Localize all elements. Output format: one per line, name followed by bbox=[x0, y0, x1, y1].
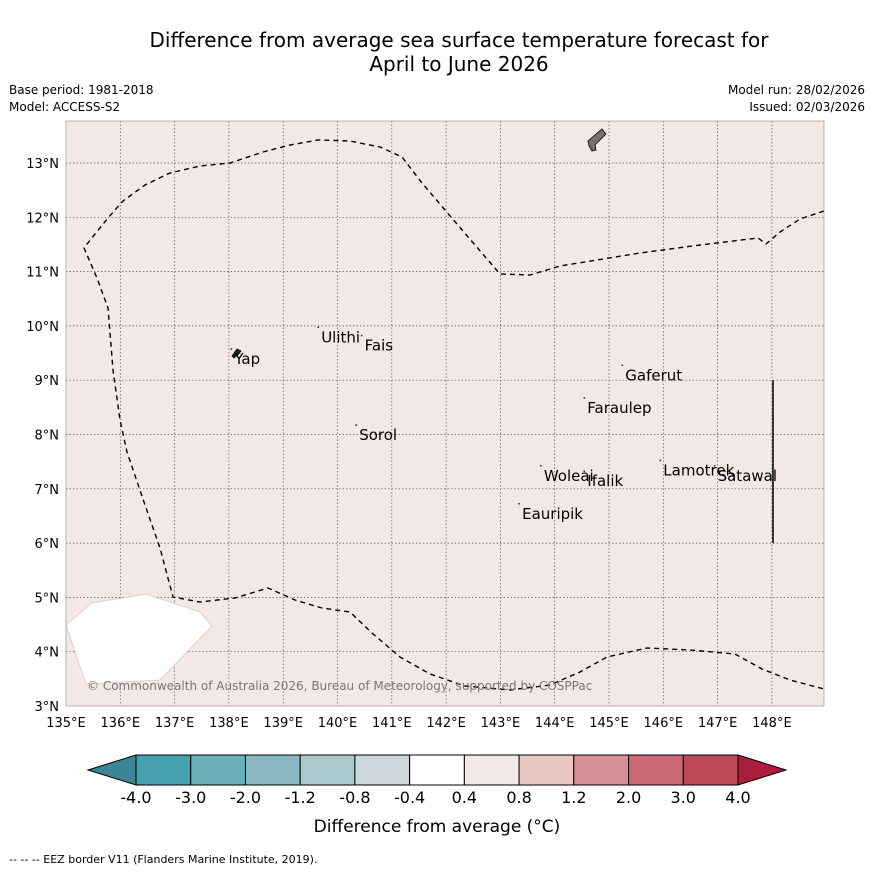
colorbar-segment bbox=[573, 754, 630, 786]
lon-tick-label: 147°E bbox=[698, 716, 738, 731]
lat-tick-label: 10°N bbox=[26, 320, 59, 335]
eez-footnote: -- -- -- EEZ border V11 (Flanders Marine… bbox=[9, 853, 318, 866]
model-info-left: Base period: 1981-2018 Model: ACCESS-S2 bbox=[9, 82, 154, 116]
colorbar-title: Difference from average (°C) bbox=[314, 817, 561, 837]
place-label: Woleai bbox=[544, 467, 594, 485]
atoll-marker bbox=[583, 470, 586, 473]
lon-tick-label: 140°E bbox=[318, 716, 358, 731]
lat-tick-label: 13°N bbox=[26, 157, 59, 172]
lon-tick-label: 148°E bbox=[752, 716, 792, 731]
colorbar-segment bbox=[190, 754, 246, 786]
map-frame bbox=[65, 120, 825, 707]
place-label: Lamotrek bbox=[663, 461, 734, 479]
lat-tick-label: 6°N bbox=[35, 537, 60, 552]
colorbar-tick-label: 0.8 bbox=[506, 788, 531, 807]
colorbar-tick-label: 2.0 bbox=[616, 788, 641, 807]
title-line-1: Difference from average sea surface temp… bbox=[149, 28, 769, 52]
lon-tick-label: 138°E bbox=[209, 716, 249, 731]
lon-tick-label: 144°E bbox=[535, 716, 575, 731]
lat-tick-label: 12°N bbox=[26, 211, 59, 226]
colorbar-tick-label: -1.2 bbox=[285, 788, 316, 807]
atoll-marker bbox=[355, 424, 358, 426]
place-label: Fais bbox=[365, 336, 394, 354]
base-period-label: Base period: 1981-2018 bbox=[9, 83, 154, 97]
atoll-marker bbox=[583, 397, 586, 399]
copyright-text: © Commonwealth of Australia 2026, Bureau… bbox=[87, 679, 592, 693]
place-label: Gaferut bbox=[625, 366, 682, 384]
lon-tick-label: 143°E bbox=[481, 716, 521, 731]
colorbar-tick-label: 4.0 bbox=[725, 788, 750, 807]
colorbar: -4.0 -3.0 -2.0 -1.2 -0.8 -0.4 0.4 0.8 1.2 2.0 3.0 4… bbox=[86, 754, 788, 837]
place-label: Yap bbox=[233, 350, 260, 368]
colorbar-segment bbox=[244, 754, 301, 786]
lon-tick-label: 145°E bbox=[589, 716, 629, 731]
colorbar-segment bbox=[628, 754, 684, 786]
map-title: Difference from average sea surface temp… bbox=[0, 28, 873, 76]
colorbar-high-arrow bbox=[737, 754, 788, 786]
lat-tick-label: 9°N bbox=[35, 374, 60, 389]
colorbar-tick-label: 3.0 bbox=[671, 788, 696, 807]
colorbar-tick-label: -3.0 bbox=[175, 788, 206, 807]
colorbar-segment bbox=[463, 754, 520, 786]
place-label: Ulithi bbox=[321, 328, 360, 346]
colorbar-segment bbox=[135, 754, 192, 786]
lat-tick-label: 11°N bbox=[26, 266, 59, 281]
colorbar-segment bbox=[518, 754, 575, 786]
place-label: Faraulep bbox=[587, 399, 651, 417]
issued-label: Issued: 02/03/2026 bbox=[749, 100, 865, 114]
neutral-anomaly-region bbox=[65, 593, 213, 685]
atoll-marker bbox=[659, 459, 662, 462]
colorbar-tick-label: 0.4 bbox=[452, 788, 477, 807]
colorbar-tick-label: -0.4 bbox=[394, 788, 425, 807]
yap-island bbox=[231, 348, 242, 359]
colorbar-segment bbox=[299, 754, 356, 786]
place-label: Ifalik bbox=[587, 472, 623, 490]
colorbar-tick-label: -4.0 bbox=[120, 788, 151, 807]
colorbar-tick-label: 1.2 bbox=[561, 788, 586, 807]
colorbar-segment bbox=[682, 754, 739, 786]
colorbar-segment bbox=[409, 754, 465, 786]
ocean-background bbox=[66, 121, 824, 706]
lon-tick-label: 142°E bbox=[426, 716, 466, 731]
lat-tick-label: 3°N bbox=[35, 700, 60, 715]
atoll-marker bbox=[317, 326, 320, 329]
lat-tick-label: 4°N bbox=[35, 646, 60, 661]
map-area: 135°E 136°E 137°E 138°E 139°E 140°E 141°E 142°E… bbox=[26, 120, 825, 731]
atoll-marker bbox=[539, 464, 542, 467]
colorbar-low-arrow bbox=[86, 754, 137, 786]
atoll-marker bbox=[518, 502, 521, 505]
lon-tick-label: 141°E bbox=[372, 716, 412, 731]
lon-tick-label: 146°E bbox=[644, 716, 684, 731]
lat-tick-label: 5°N bbox=[35, 591, 60, 606]
colorbar-segment bbox=[354, 754, 411, 786]
model-label: Model: ACCESS-S2 bbox=[9, 100, 121, 114]
lon-tick-label: 139°E bbox=[263, 716, 303, 731]
title-line-2: April to June 2026 bbox=[369, 52, 549, 76]
atoll-marker bbox=[713, 464, 716, 467]
lat-tick-label: 7°N bbox=[35, 483, 60, 498]
colorbar-tick-label: -2.0 bbox=[230, 788, 261, 807]
place-label: Satawal bbox=[718, 467, 777, 485]
lon-tick-label: 136°E bbox=[101, 716, 141, 731]
place-label: Sorol bbox=[359, 426, 397, 444]
lon-tick-label: 135°E bbox=[46, 716, 86, 731]
colorbar-tick-label: -0.8 bbox=[339, 788, 370, 807]
place-label: Eauripik bbox=[522, 505, 583, 523]
lat-tick-label: 8°N bbox=[35, 429, 60, 444]
guam-island bbox=[587, 128, 607, 152]
model-run-label: Model run: 28/02/2026 bbox=[727, 83, 865, 97]
atoll-marker bbox=[360, 334, 363, 337]
model-info-right: Model run: 28/02/2026 Issued: 02/03/2026 bbox=[728, 82, 865, 116]
eez-border bbox=[83, 139, 825, 691]
atoll-marker bbox=[621, 364, 624, 367]
lon-tick-label: 137°E bbox=[155, 716, 195, 731]
atoll-marker bbox=[230, 348, 233, 350]
